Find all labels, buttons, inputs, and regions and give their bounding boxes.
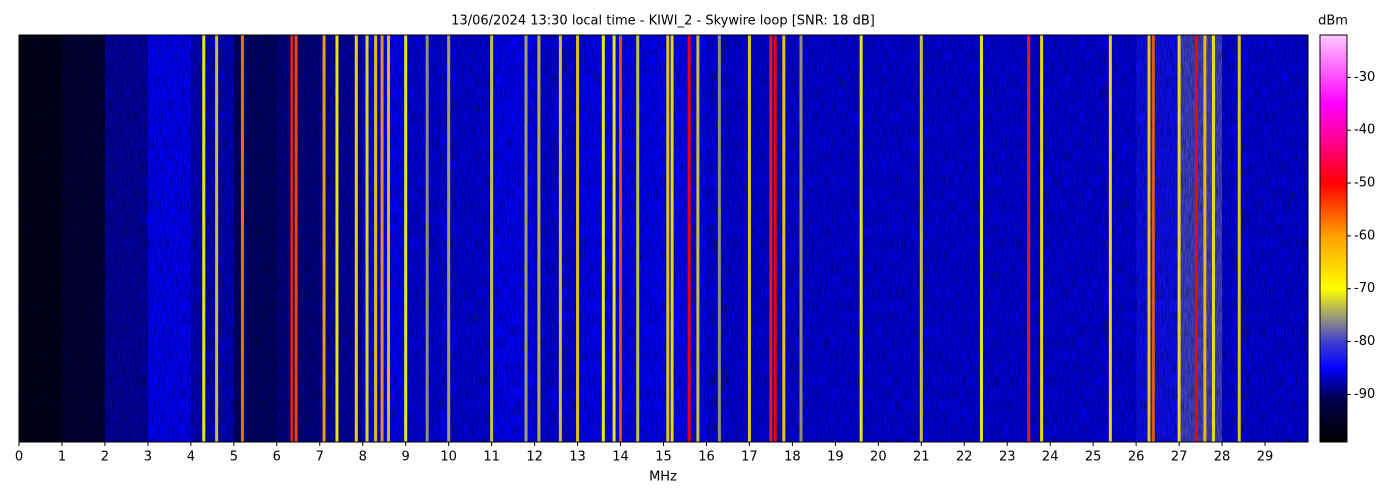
carrier-line bbox=[782, 35, 786, 442]
carrier-line bbox=[354, 35, 358, 442]
x-tick-label: 10 bbox=[440, 450, 457, 465]
carrier-line bbox=[294, 35, 298, 442]
colorbar-tick-label: -40 bbox=[1354, 123, 1375, 138]
carrier-line bbox=[240, 35, 244, 442]
carrier-line bbox=[490, 35, 494, 442]
x-tick-label: 8 bbox=[359, 450, 367, 465]
carrier-line bbox=[696, 35, 700, 442]
colorbar-label: dBm bbox=[1318, 14, 1348, 29]
carrier-line bbox=[558, 35, 562, 442]
x-tick-label: 24 bbox=[1042, 450, 1059, 465]
carrier-line bbox=[601, 35, 605, 442]
carrier-line bbox=[1237, 35, 1241, 442]
carrier-line bbox=[374, 35, 378, 442]
carrier-line bbox=[290, 35, 294, 442]
carrier-line bbox=[1177, 35, 1181, 442]
x-tick-label: 22 bbox=[956, 450, 973, 465]
carrier-line bbox=[979, 35, 983, 442]
carrier-line bbox=[524, 35, 528, 442]
colorbar bbox=[1319, 34, 1348, 443]
carrier-line bbox=[322, 35, 326, 442]
x-tick-label: 21 bbox=[913, 450, 930, 465]
carrier-line bbox=[380, 35, 384, 442]
x-tick-label: 12 bbox=[526, 450, 543, 465]
colorbar-tick-label: -30 bbox=[1354, 70, 1375, 85]
x-tick-label: 25 bbox=[1085, 450, 1102, 465]
carrier-line bbox=[335, 35, 339, 442]
carrier-line bbox=[215, 35, 219, 442]
carrier-line bbox=[387, 35, 391, 442]
carrier-line bbox=[687, 35, 691, 442]
carrier-line bbox=[612, 35, 616, 442]
x-tick-label: 26 bbox=[1128, 450, 1145, 465]
x-tick-label: 6 bbox=[273, 450, 281, 465]
x-tick-label: 2 bbox=[101, 450, 109, 465]
x-tick-label: 9 bbox=[402, 450, 410, 465]
carrier-line bbox=[619, 35, 623, 442]
x-tick-label: 23 bbox=[999, 450, 1016, 465]
carrier-line bbox=[666, 35, 670, 442]
x-tick-label: 0 bbox=[15, 450, 23, 465]
x-tick-label: 7 bbox=[316, 450, 324, 465]
x-tick-label: 27 bbox=[1171, 450, 1188, 465]
x-tick-label: 4 bbox=[187, 450, 195, 465]
x-tick-label: 5 bbox=[230, 450, 238, 465]
carrier-line bbox=[717, 35, 721, 442]
carrier-line bbox=[919, 35, 923, 442]
carrier-line bbox=[1147, 35, 1151, 442]
x-tick-label: 20 bbox=[870, 450, 887, 465]
carrier-line bbox=[859, 35, 863, 442]
x-tick-label: 15 bbox=[655, 450, 672, 465]
carrier-line bbox=[1108, 35, 1112, 442]
plot-area bbox=[19, 35, 1308, 442]
x-axis-label: MHz bbox=[649, 470, 677, 485]
carrier-line bbox=[365, 35, 369, 442]
colorbar-tick-label: -90 bbox=[1354, 387, 1375, 402]
carrier-line bbox=[670, 35, 674, 442]
carrier-line bbox=[769, 35, 773, 442]
x-tick-label: 28 bbox=[1214, 450, 1231, 465]
carrier-line bbox=[773, 35, 777, 442]
colorbar-tick-label: -50 bbox=[1354, 176, 1375, 191]
x-tick-label: 17 bbox=[741, 450, 758, 465]
x-tick-label: 14 bbox=[612, 450, 629, 465]
carrier-line bbox=[636, 35, 640, 442]
colorbar-tick-label: -80 bbox=[1354, 334, 1375, 349]
carrier-line bbox=[537, 35, 541, 442]
carrier-line bbox=[1151, 35, 1155, 442]
noise-texture bbox=[19, 35, 1308, 442]
carrier-line bbox=[576, 35, 580, 442]
carrier-line bbox=[404, 35, 408, 442]
carrier-line bbox=[1211, 35, 1215, 442]
carrier-line bbox=[447, 35, 451, 442]
x-tick-label: 18 bbox=[784, 450, 801, 465]
carrier-line bbox=[202, 35, 206, 442]
carrier-line bbox=[799, 35, 803, 442]
x-tick-label: 19 bbox=[827, 450, 844, 465]
x-tick-label: 29 bbox=[1257, 450, 1274, 465]
carrier-line bbox=[747, 35, 751, 442]
colorbar-tick-label: -70 bbox=[1354, 281, 1375, 296]
carrier-line bbox=[425, 35, 429, 442]
x-tick-label: 1 bbox=[58, 450, 66, 465]
carrier-line bbox=[1040, 35, 1044, 442]
chart-title: 13/06/2024 13:30 local time - KIWI_2 - S… bbox=[451, 14, 875, 29]
x-tick-label: 11 bbox=[483, 450, 500, 465]
carrier-line bbox=[1194, 35, 1198, 442]
x-tick-label: 16 bbox=[698, 450, 715, 465]
x-tick-label: 3 bbox=[144, 450, 152, 465]
carrier-line bbox=[1027, 35, 1031, 442]
carrier-line bbox=[1203, 35, 1207, 442]
colorbar-tick-label: -60 bbox=[1354, 228, 1375, 243]
x-tick-label: 13 bbox=[569, 450, 586, 465]
